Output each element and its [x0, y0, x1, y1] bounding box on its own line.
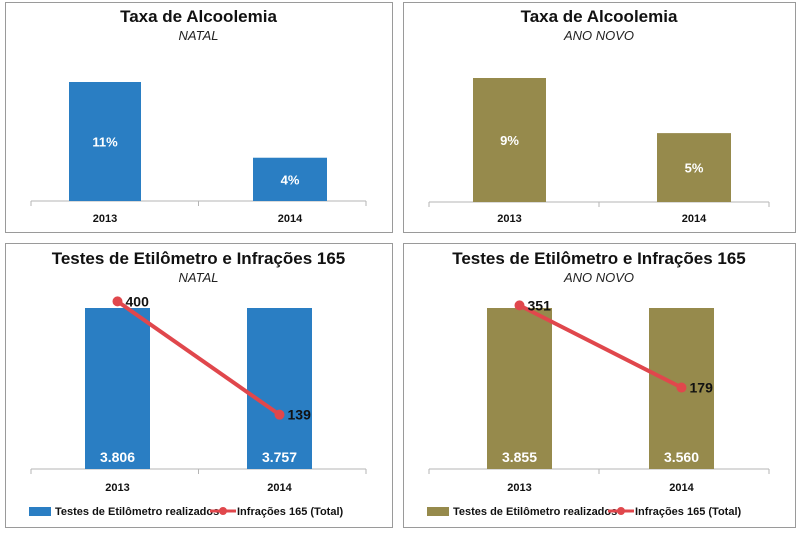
panel-border	[403, 243, 796, 528]
legend-line-marker	[219, 507, 227, 515]
bar-2014	[253, 157, 327, 201]
line-value-label: 139	[288, 407, 312, 423]
chart-title: Testes de Etilômetro e Infrações 165	[52, 249, 346, 268]
line-series	[116, 299, 281, 417]
line-point	[676, 382, 687, 393]
legend-label-bar: Testes de Etilômetro realizados	[55, 506, 219, 518]
x-tick-label: 2013	[93, 213, 117, 225]
bar-2013	[473, 78, 546, 202]
bar-2014	[247, 308, 312, 469]
panel-border	[5, 243, 393, 528]
chart-title: Taxa de Alcoolemia	[521, 7, 678, 26]
bar-value-label: 3.806	[100, 449, 135, 465]
x-tick-label: 2014	[267, 482, 292, 494]
chart-subtitle: NATAL	[179, 28, 219, 43]
chart-panel-1: Taxa de Alcoolemia NATAL 11% 2013 4% 2014	[5, 2, 393, 233]
chart-panel-2: Taxa de Alcoolemia ANO NOVO 9% 2013 5% 2014	[403, 2, 796, 233]
x-tick-label: 2013	[105, 482, 129, 494]
legend-label-line: Infrações 165 (Total)	[237, 506, 343, 518]
bar-value-label: 11%	[92, 135, 118, 150]
line-series	[518, 303, 683, 390]
x-tick-label: 2013	[507, 482, 531, 494]
chart-panel-3: Testes de Etilômetro e Infrações 165 NATA…	[5, 243, 393, 528]
legend-label-bar: Testes de Etilômetro realizados	[453, 506, 617, 518]
legend-label-line: Infrações 165 (Total)	[635, 506, 741, 518]
bar-value-label: 3.855	[502, 449, 537, 465]
line-point	[112, 296, 123, 307]
chart-panel-4: Testes de Etilômetro e Infrações 165 ANO …	[403, 243, 796, 528]
chart-subtitle: NATAL	[179, 270, 219, 285]
x-tick-label: 2013	[497, 213, 521, 225]
x-tick-label: 2014	[278, 213, 303, 225]
legend-bar-swatch	[29, 507, 51, 516]
x-tick-label: 2014	[669, 482, 694, 494]
bar-value-label: 3.560	[664, 449, 699, 465]
bar-2013	[85, 308, 150, 469]
line-value-label: 400	[126, 293, 150, 309]
bar-2013	[487, 308, 552, 469]
line-value-label: 179	[690, 380, 714, 396]
legend-bar-swatch	[427, 507, 449, 516]
line-point	[274, 409, 285, 420]
bar-value-label: 5%	[685, 161, 704, 176]
line-value-label: 351	[528, 297, 552, 313]
bar-2014	[657, 133, 731, 202]
bar-2013	[69, 82, 141, 201]
panel-border	[403, 2, 796, 233]
line-point	[514, 300, 525, 311]
chart-title: Testes de Etilômetro e Infrações 165	[452, 249, 746, 268]
bar-value-label: 3.757	[262, 449, 297, 465]
legend-line-marker	[617, 507, 625, 515]
chart-title: Taxa de Alcoolemia	[120, 7, 277, 26]
chart-subtitle: ANO NOVO	[563, 28, 634, 43]
bar-value-label: 9%	[500, 133, 519, 148]
bar-value-label: 4%	[281, 172, 300, 187]
chart-subtitle: ANO NOVO	[563, 270, 634, 285]
x-tick-label: 2014	[682, 213, 707, 225]
